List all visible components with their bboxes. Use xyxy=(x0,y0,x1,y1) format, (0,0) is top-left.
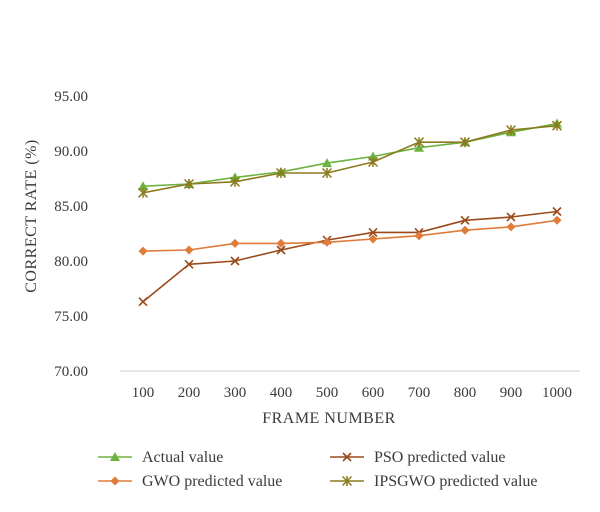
series-line xyxy=(142,210,558,303)
x-tick-label: 500 xyxy=(316,385,339,401)
data-point xyxy=(322,237,332,247)
data-point xyxy=(138,246,148,256)
legend-item: GWO predicted value xyxy=(98,473,282,490)
y-tick-label: 90.00 xyxy=(54,144,88,160)
legend-item: Actual value xyxy=(98,449,223,466)
legend-item: IPSGWO predicted value xyxy=(330,473,538,490)
series-layer xyxy=(137,118,563,307)
x-tick-label: 200 xyxy=(178,385,201,401)
data-point xyxy=(413,137,425,148)
data-point xyxy=(506,212,516,222)
y-tick-label: 85.00 xyxy=(54,199,88,215)
x-tick-label: 900 xyxy=(500,385,523,401)
data-point xyxy=(459,137,471,148)
data-point xyxy=(552,215,562,225)
data-point xyxy=(229,176,241,187)
data-point xyxy=(110,476,120,486)
data-point xyxy=(414,231,424,241)
data-point xyxy=(230,238,240,248)
x-tick-label: 100 xyxy=(132,385,155,401)
x-tick-label: 300 xyxy=(224,385,247,401)
legend-label: PSO predicted value xyxy=(374,449,506,466)
legend-label: GWO predicted value xyxy=(142,473,282,490)
x-axis-title: FRAME NUMBER xyxy=(262,410,396,427)
data-point xyxy=(506,222,516,232)
legend-label: IPSGWO predicted value xyxy=(374,473,538,490)
x-tick-label: 1000 xyxy=(542,385,572,401)
series-line xyxy=(142,124,558,194)
x-tick-label: 600 xyxy=(362,385,385,401)
data-point xyxy=(276,245,286,255)
data-point xyxy=(184,245,194,255)
x-axis-ticks: 100 200 300 400 500 600 700 800 900 1000 xyxy=(132,385,572,401)
data-point xyxy=(368,234,378,244)
data-point xyxy=(321,167,333,179)
data-point xyxy=(138,297,148,307)
data-point xyxy=(342,452,352,462)
y-tick-label: 80.00 xyxy=(54,254,88,270)
data-point xyxy=(367,156,379,168)
data-point xyxy=(551,120,563,131)
y-tick-label: 75.00 xyxy=(54,309,88,325)
legend: Actual value PSO predicted value GWO predi… xyxy=(98,449,538,490)
series-2 xyxy=(138,206,562,307)
data-point xyxy=(322,158,332,168)
y-axis-title: CORRECT RATE (%) xyxy=(23,139,40,292)
data-point xyxy=(460,225,470,235)
data-point xyxy=(460,215,470,225)
data-point xyxy=(110,452,120,461)
series-line xyxy=(142,122,558,187)
data-point xyxy=(184,259,194,269)
data-point xyxy=(276,238,286,248)
data-point xyxy=(138,181,148,191)
x-tick-label: 700 xyxy=(408,385,431,401)
data-point xyxy=(368,151,378,161)
x-tick-label: 800 xyxy=(454,385,477,401)
y-tick-label: 95.00 xyxy=(54,89,88,105)
data-point xyxy=(183,178,195,190)
y-axis-ticks: 70.00 75.00 80.00 85.00 90.00 95.00 xyxy=(54,89,88,380)
data-point xyxy=(505,125,517,136)
series-3 xyxy=(138,215,562,256)
data-point xyxy=(368,227,378,237)
series-4 xyxy=(137,120,563,198)
data-point xyxy=(137,187,149,198)
data-point xyxy=(230,256,240,266)
legend-item: PSO predicted value xyxy=(330,449,506,466)
x-tick-label: 400 xyxy=(270,385,293,401)
y-tick-label: 70.00 xyxy=(54,364,88,380)
data-point xyxy=(275,167,287,179)
data-point xyxy=(341,475,353,487)
legend-label: Actual value xyxy=(142,449,223,466)
series-line xyxy=(142,219,558,252)
series-1 xyxy=(138,118,562,191)
data-point xyxy=(552,206,562,217)
